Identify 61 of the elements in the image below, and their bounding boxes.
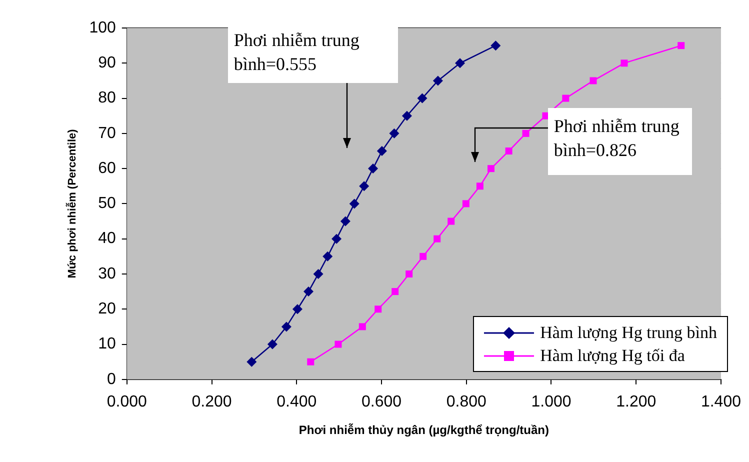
point [490, 40, 501, 51]
point [434, 235, 441, 242]
point [432, 76, 443, 86]
y-tick-label: 10 [98, 336, 116, 353]
x-tick-label: 1.000 [531, 393, 572, 410]
point [620, 60, 628, 67]
y-tick-label: 30 [98, 265, 116, 282]
point [420, 252, 427, 260]
point [281, 322, 292, 332]
point [340, 216, 350, 226]
point [332, 234, 342, 244]
point [358, 323, 366, 330]
y-tick-label: 20 [98, 300, 116, 318]
x-tick-label: 1.400 [700, 393, 742, 410]
point [368, 164, 378, 174]
x-tick-label: 0.800 [446, 393, 486, 410]
point [322, 251, 333, 262]
point [462, 200, 470, 208]
point [359, 181, 370, 192]
y-tick-label: 90 [98, 54, 116, 72]
point [590, 77, 597, 84]
point [455, 58, 466, 68]
y-tick-label: 0 [106, 370, 116, 388]
point [313, 268, 324, 279]
point [476, 182, 484, 190]
y-axis-title: Mức phơi nhiễm (Percentile) [66, 128, 79, 278]
point [402, 110, 412, 121]
point [392, 288, 399, 296]
point [522, 130, 530, 137]
point [334, 340, 342, 348]
y-tick-label: 60 [98, 160, 116, 177]
point [389, 128, 400, 138]
y-tick-label: 50 [98, 195, 116, 212]
point [487, 165, 494, 172]
point [376, 146, 387, 156]
point [246, 356, 257, 367]
point [406, 270, 413, 278]
point [307, 358, 314, 366]
x-tick-label: 1.200 [616, 393, 656, 410]
point [304, 286, 314, 297]
point [448, 218, 455, 225]
point [349, 198, 360, 209]
point [417, 93, 428, 104]
legend-label: Hàm lượng Hg trung bình [540, 322, 717, 342]
point [374, 306, 382, 313]
x-tick-label: 0.400 [276, 393, 317, 410]
y-tick-label: 40 [98, 230, 116, 248]
x-axis-title: Phơi nhiễm thủy ngân (µg/kgthể trọng/tuần) [298, 423, 549, 438]
point [505, 147, 512, 154]
y-tick-label: 80 [98, 90, 116, 107]
text-box: Phơi nhiễm trung bình=0.826 [548, 108, 692, 175]
x-tick-label: 0.600 [361, 393, 402, 410]
legend-label: Hàm lượng Hg tối đa [540, 346, 685, 366]
point [678, 42, 685, 50]
point [267, 339, 278, 350]
x-tick-label: 0.000 [106, 393, 148, 410]
point [562, 94, 570, 102]
x-tick-label: 0.200 [192, 393, 232, 410]
point [292, 304, 302, 314]
y-tick-label: 70 [98, 124, 116, 142]
y-tick-label: 100 [89, 19, 116, 36]
